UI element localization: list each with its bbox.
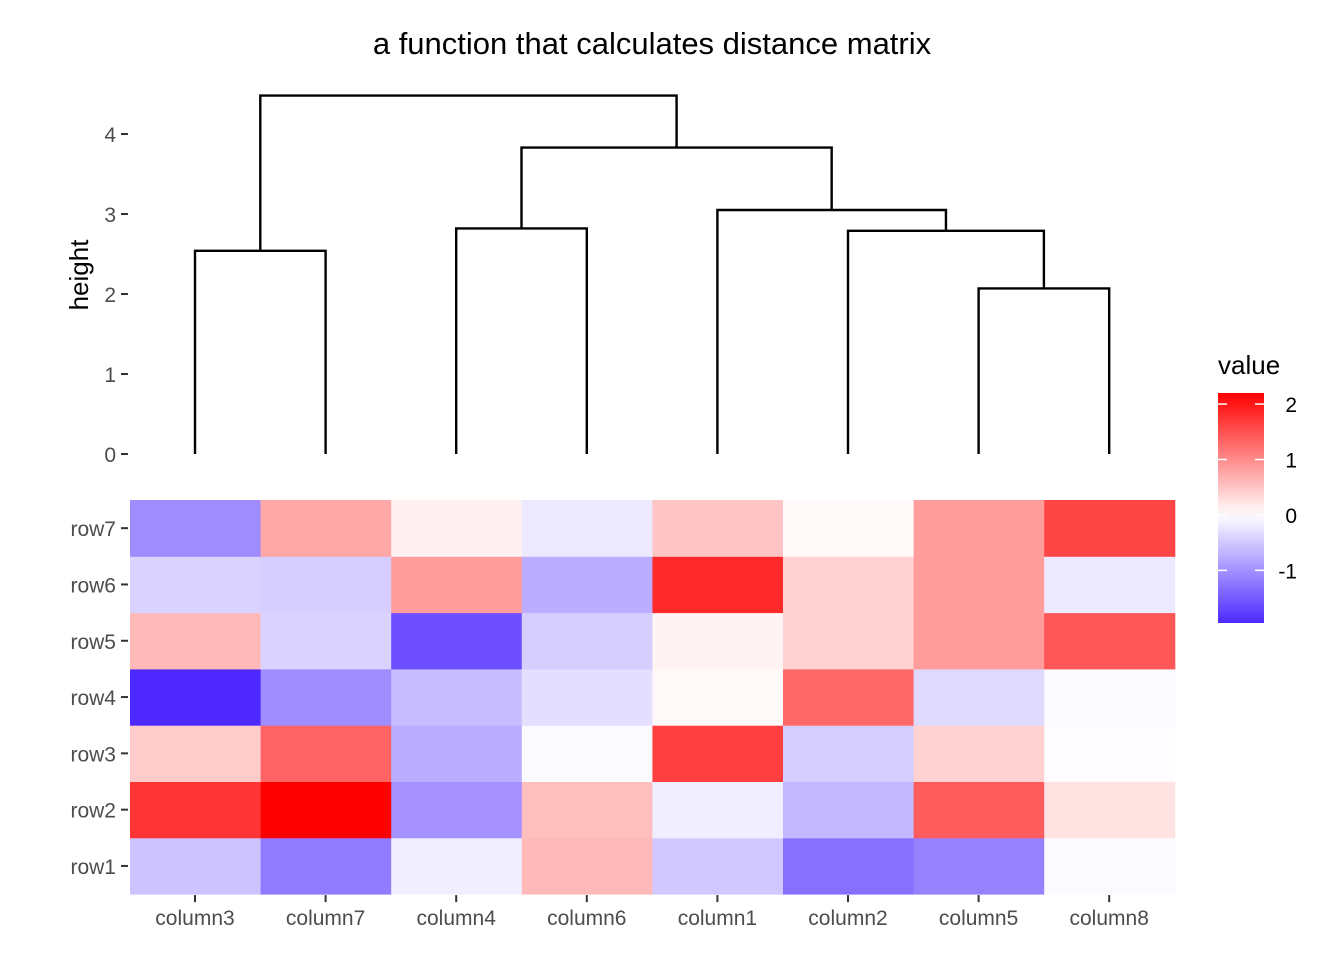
heatmap-cell bbox=[652, 725, 784, 782]
dendrogram-branch bbox=[846, 229, 1046, 454]
row-tick-label: row1 bbox=[70, 856, 116, 879]
heatmap-cell bbox=[391, 725, 523, 782]
heatmap-cell bbox=[783, 781, 915, 839]
heatmap-cell bbox=[1044, 781, 1176, 839]
heatmap-cell bbox=[260, 837, 392, 895]
column-tick-label: column5 bbox=[939, 907, 1018, 930]
heatmap-column-axis: column3 column7 column4 column6 column1 colum… bbox=[155, 895, 1149, 930]
heatmap-cell bbox=[913, 781, 1045, 839]
row-tick-label: row4 bbox=[70, 687, 116, 710]
heatmap-cell bbox=[1044, 556, 1176, 614]
heatmap-cell bbox=[913, 668, 1045, 726]
legend-tick-label: 2 bbox=[1285, 394, 1297, 417]
legend-title: value bbox=[1218, 350, 1280, 380]
dendrogram-y-axis: 0 1 2 3 4 bbox=[104, 124, 128, 467]
heatmap-cell bbox=[130, 837, 262, 895]
dendrogram-y-tick-label: 1 bbox=[104, 364, 116, 387]
heatmap-row-axis: row1 row2 row3 row4 row5 row6 row7 bbox=[70, 518, 128, 879]
dendrogram-branch bbox=[520, 146, 833, 229]
row-tick-label: row5 bbox=[70, 631, 116, 654]
column-tick-label: column4 bbox=[417, 907, 497, 930]
heatmap-cell bbox=[652, 612, 784, 670]
heatmap-cell bbox=[391, 500, 523, 557]
column-tick-label: column2 bbox=[808, 907, 887, 930]
heatmap-grid bbox=[130, 500, 1176, 895]
legend-tick-label: -1 bbox=[1278, 560, 1297, 583]
column-tick-label: column7 bbox=[286, 907, 365, 930]
heatmap-cell bbox=[913, 500, 1045, 557]
heatmap-cell bbox=[130, 500, 262, 557]
heatmap-cell bbox=[1044, 612, 1176, 670]
heatmap-cell bbox=[260, 725, 392, 782]
heatmap-cell bbox=[913, 612, 1045, 670]
heatmap-cell bbox=[652, 500, 784, 557]
dendrogram-branch bbox=[716, 208, 948, 454]
dendrogram-branch bbox=[455, 227, 588, 454]
heatmap-cell bbox=[521, 668, 653, 726]
heatmap-cell bbox=[1044, 837, 1176, 895]
heatmap-cell bbox=[391, 668, 523, 726]
row-tick-label: row3 bbox=[70, 743, 116, 766]
heatmap-cell bbox=[913, 837, 1045, 895]
dendrogram-y-axis-title: height bbox=[64, 239, 94, 311]
heatmap-cell bbox=[521, 837, 653, 895]
color-legend: value 2 1 0 -1 bbox=[1218, 350, 1297, 623]
heatmap-cell bbox=[521, 556, 653, 614]
heatmap-cell bbox=[1044, 500, 1176, 557]
heatmap-cell bbox=[521, 725, 653, 782]
heatmap-cell bbox=[391, 781, 523, 839]
heatmap-cell bbox=[130, 781, 262, 839]
heatmap-cell bbox=[652, 781, 784, 839]
legend-tick-label: 1 bbox=[1285, 450, 1297, 473]
column-tick-label: column3 bbox=[155, 907, 234, 930]
heatmap-cell bbox=[130, 612, 262, 670]
heatmap-cell bbox=[783, 668, 915, 726]
row-tick-label: row7 bbox=[70, 518, 116, 541]
heatmap-cell bbox=[913, 556, 1045, 614]
heatmap-cell bbox=[783, 556, 915, 614]
dendrogram-y-tick-label: 3 bbox=[104, 204, 116, 227]
column-tick-label: column1 bbox=[678, 907, 757, 930]
heatmap-cell bbox=[260, 668, 392, 726]
heatmap-cell bbox=[260, 500, 392, 557]
heatmap-cell bbox=[130, 668, 262, 726]
heatmap-cell bbox=[521, 612, 653, 670]
heatmap-cell bbox=[391, 612, 523, 670]
heatmap-cell bbox=[652, 837, 784, 895]
legend-color-bar bbox=[1218, 393, 1264, 623]
dendrogram-branch bbox=[193, 249, 327, 454]
dendrogram-y-tick-label: 2 bbox=[104, 284, 116, 307]
heatmap-cell bbox=[913, 725, 1045, 782]
row-tick-label: row2 bbox=[70, 800, 116, 823]
dendrogram bbox=[193, 94, 1111, 454]
chart-title: a function that calculates distance matr… bbox=[373, 26, 932, 61]
dendrogram-y-tick-label: 0 bbox=[104, 444, 116, 467]
dendrogram-y-tick-label: 4 bbox=[104, 124, 116, 147]
legend-tick-label: 0 bbox=[1285, 505, 1297, 528]
dendrogram-branch bbox=[259, 94, 678, 251]
heatmap-cell bbox=[130, 725, 262, 782]
heatmap-cell bbox=[783, 725, 915, 782]
heatmap-cell bbox=[521, 500, 653, 557]
heatmap-cell bbox=[652, 668, 784, 726]
heatmap-cell bbox=[783, 837, 915, 895]
row-tick-label: row6 bbox=[70, 574, 116, 597]
heatmap-cell bbox=[260, 781, 392, 839]
dendrogram-branch bbox=[977, 287, 1111, 454]
heatmap-cell bbox=[260, 556, 392, 614]
heatmap-cell bbox=[521, 781, 653, 839]
heatmap-cell bbox=[391, 837, 523, 895]
heatmap-cell bbox=[783, 500, 915, 557]
heatmap-cell bbox=[1044, 725, 1176, 782]
heatmap-cell bbox=[260, 612, 392, 670]
heatmap-cell bbox=[783, 612, 915, 670]
column-tick-label: column8 bbox=[1070, 907, 1149, 930]
heatmap-cell bbox=[652, 556, 784, 614]
heatmap-cell bbox=[130, 556, 262, 614]
column-tick-label: column6 bbox=[547, 907, 626, 930]
heatmap-cell bbox=[391, 556, 523, 614]
heatmap-cell bbox=[1044, 668, 1176, 726]
